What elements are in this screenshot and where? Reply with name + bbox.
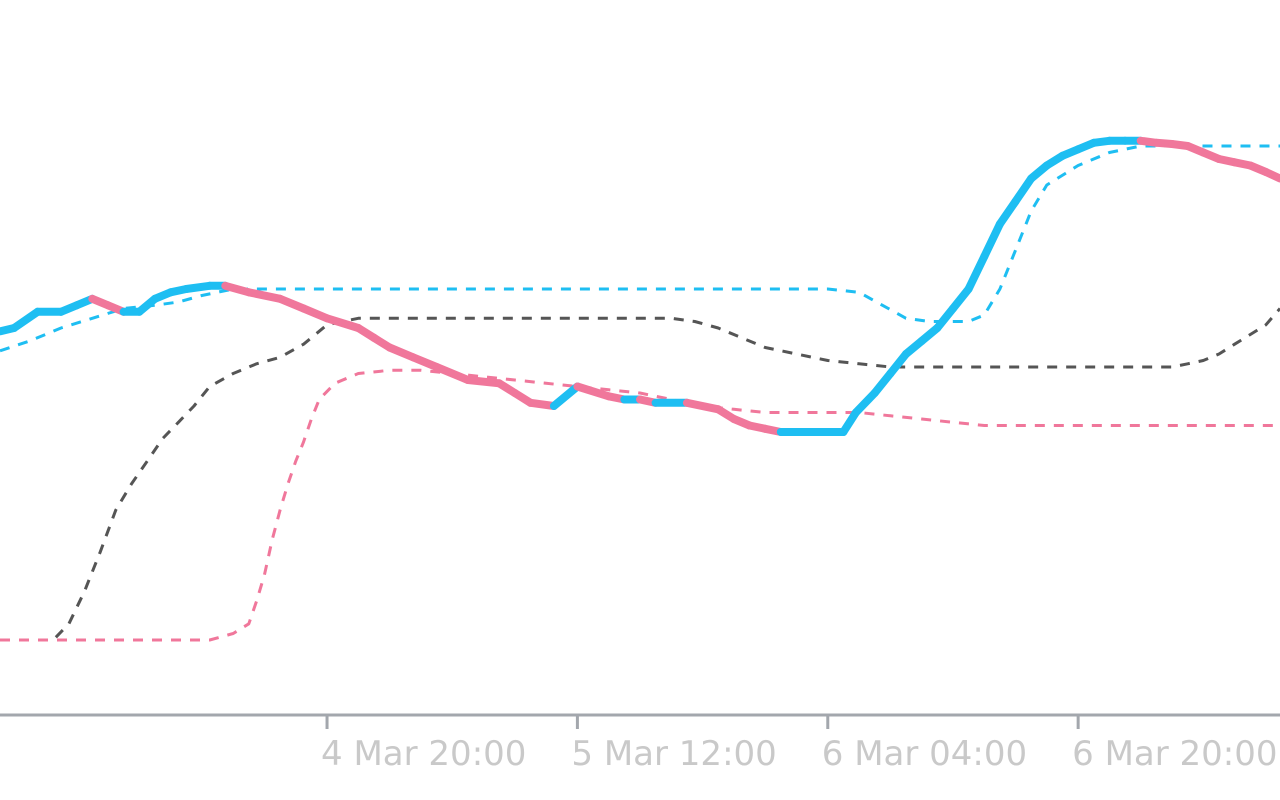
series-main-segment xyxy=(870,369,895,397)
series-main-segment xyxy=(10,307,42,332)
series-line-main xyxy=(0,136,1280,436)
series-main-segment xyxy=(385,343,418,362)
series-main-segment xyxy=(851,389,879,417)
series-main-segment xyxy=(573,382,613,401)
series-main-segment xyxy=(409,353,441,371)
series-main-segment xyxy=(221,281,253,297)
series-main-segment xyxy=(463,376,504,388)
series-main-segment xyxy=(432,363,472,384)
series-main-segment xyxy=(1261,168,1280,183)
series-layer xyxy=(0,136,1280,642)
x-tick-label: 5 Mar 12:00 xyxy=(571,734,776,774)
series-main-segment xyxy=(299,304,331,323)
series-main-segment xyxy=(995,197,1020,228)
series-main-segment xyxy=(549,382,582,410)
series-main-segment xyxy=(682,398,723,414)
series-line-dashed-2 xyxy=(0,307,1280,642)
x-axis-ticks: 3 Mar 04:004 Mar 20:005 Mar 12:006 Mar 0… xyxy=(321,715,1278,774)
series-main-segment xyxy=(1011,174,1036,206)
series-main-segment xyxy=(980,220,1004,261)
x-tick-label: 4 Mar 20:00 xyxy=(321,734,526,774)
series-main-segment xyxy=(276,294,308,313)
series-main-segment xyxy=(886,350,910,378)
series-main-segment xyxy=(933,304,957,332)
x-tick-label: 6 Mar 20:00 xyxy=(1072,734,1277,774)
series-main-segment xyxy=(949,285,973,313)
series-main-segment xyxy=(323,314,363,332)
series-main-segment xyxy=(964,252,989,293)
series-line-dashed-3 xyxy=(0,368,1280,642)
series-main-segment xyxy=(244,288,285,303)
x-tick-label: 6 Mar 04:00 xyxy=(822,734,1027,774)
series-line-dashed-1 xyxy=(0,144,1280,353)
